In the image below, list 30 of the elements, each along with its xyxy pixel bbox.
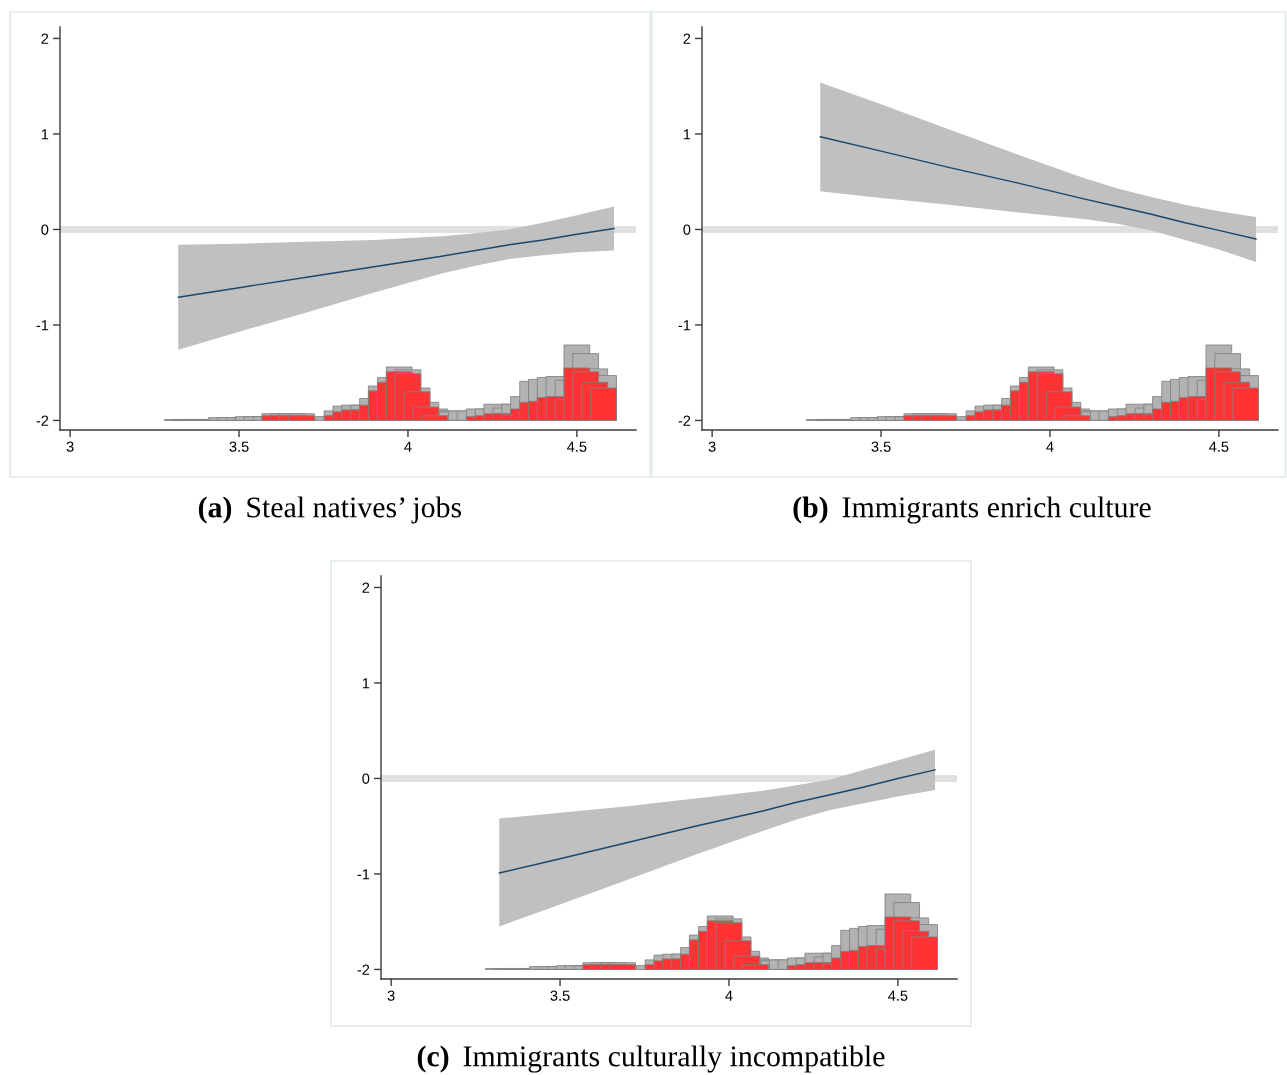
- y-tick-label: 2: [41, 33, 49, 44]
- y-tick-label: -2: [357, 964, 370, 975]
- y-tick-label: -2: [36, 415, 49, 426]
- text: (a) Steal natives’ jobs: [198, 496, 462, 524]
- y-tick-label: 1: [41, 129, 49, 140]
- y-tick-label: -1: [678, 320, 691, 331]
- x-tick-label: 4.5: [567, 441, 587, 452]
- y-tick-label: 2: [362, 582, 370, 593]
- x-tick-label: 4.5: [1209, 441, 1229, 452]
- x-tick-label: 3.5: [229, 441, 249, 452]
- x-tick-label: 3: [708, 441, 716, 452]
- x-tick-label: 3.5: [871, 441, 891, 452]
- y-tick-label: 0: [41, 224, 49, 235]
- x-tick-label: 3: [66, 441, 74, 452]
- x-tick-label: 3: [387, 990, 395, 1001]
- y-tick-label: 1: [362, 678, 370, 689]
- y-tick-label: -2: [678, 415, 691, 426]
- x-tick-label: 4.5: [888, 990, 908, 1001]
- y-tick-label: -1: [36, 320, 49, 331]
- text: (c) Immigrants culturally incompatible: [417, 1045, 885, 1073]
- x-tick-label: 4: [404, 441, 412, 452]
- text: (b) Immigrants enrich culture: [793, 496, 1151, 524]
- y-tick-label: 1: [683, 129, 691, 140]
- y-tick-label: -1: [357, 869, 370, 880]
- x-tick-label: 3.5: [550, 990, 570, 1001]
- x-tick-label: 4: [725, 990, 733, 1001]
- y-tick-label: 0: [362, 773, 370, 784]
- y-tick-label: 0: [683, 224, 691, 235]
- x-tick-label: 4: [1046, 441, 1054, 452]
- y-tick-label: 2: [683, 33, 691, 44]
